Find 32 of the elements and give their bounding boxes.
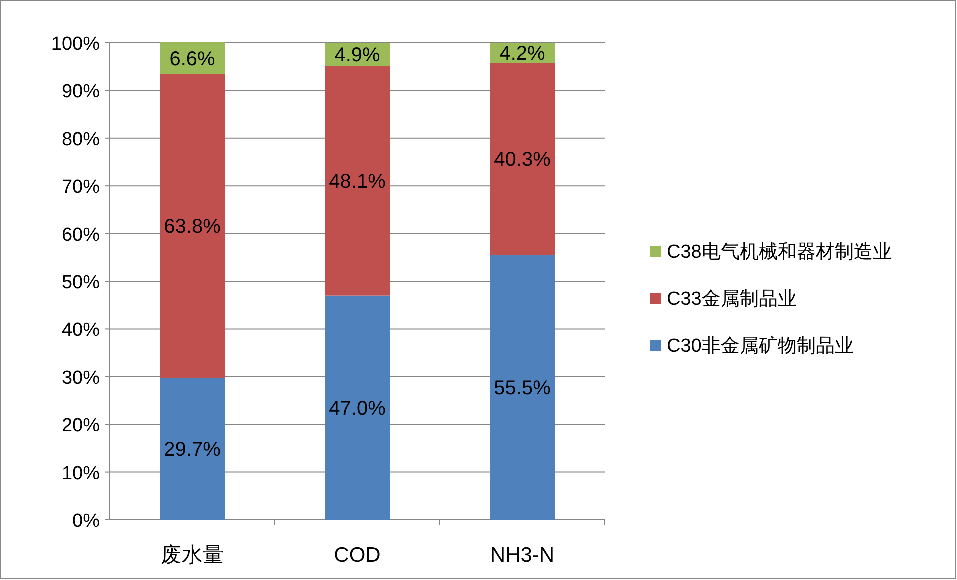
y-tick-label: 40% — [62, 320, 100, 342]
y-tick-label: 10% — [62, 463, 100, 484]
data-label: 63.8% — [164, 216, 222, 238]
data-label: 40.3% — [494, 149, 552, 172]
legend-label: C38电气机械和器材制造业 — [667, 242, 892, 263]
y-tick-label: 80% — [62, 129, 100, 150]
bar — [325, 296, 390, 520]
bar — [160, 378, 225, 520]
y-tick-label: 20% — [62, 416, 100, 437]
data-label: 4.9% — [334, 44, 381, 67]
data-label: 6.6% — [170, 48, 216, 70]
data-label: 55.5% — [494, 378, 552, 400]
bar — [325, 66, 390, 296]
y-tick-label: 0% — [72, 511, 100, 532]
y-tick-label: 100% — [51, 34, 100, 55]
bar — [490, 63, 555, 256]
x-tick-label: NH3-N — [490, 544, 555, 567]
y-tick-label: 90% — [62, 82, 100, 103]
y-tick-label: 50% — [62, 272, 100, 294]
data-label: 47.0% — [329, 398, 386, 420]
y-tick-label: 60% — [62, 224, 100, 246]
legend-label: C30非金属矿物制品业 — [667, 335, 854, 357]
data-label: 4.2% — [500, 43, 546, 66]
x-tick-label: 废水量 — [161, 544, 224, 567]
y-tick-label: 30% — [62, 368, 100, 389]
bar — [160, 74, 225, 378]
data-label: 29.7% — [164, 439, 222, 462]
y-tick-label: 70% — [62, 177, 100, 198]
data-label: 48.1% — [329, 171, 386, 194]
legend-label: C33金属制品业 — [667, 289, 797, 310]
bar — [490, 255, 555, 520]
x-tick-label: COD — [334, 544, 381, 567]
